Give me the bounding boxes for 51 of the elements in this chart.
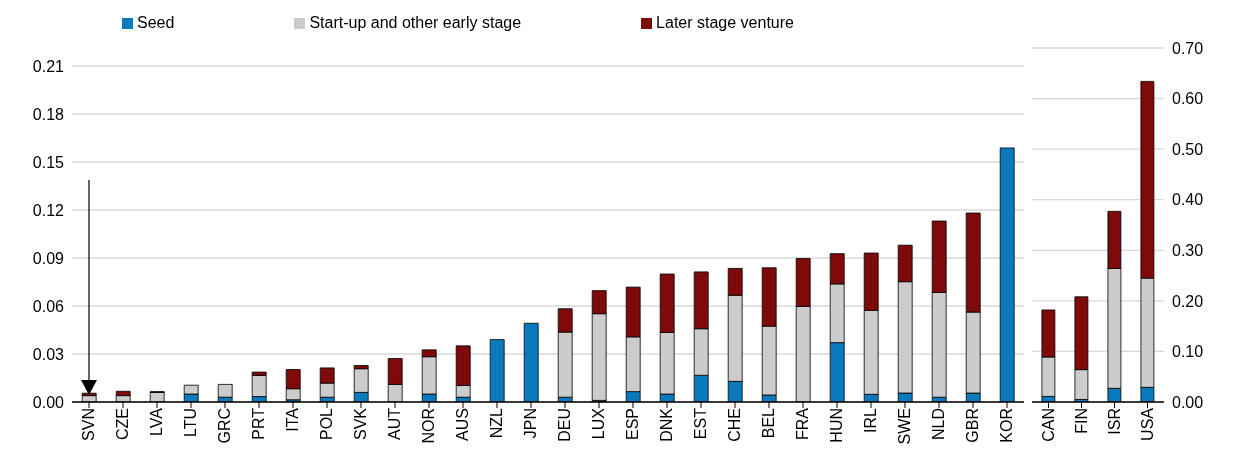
y-tick-label: 0.12	[32, 201, 65, 219]
y2-tick-label: 0.60	[1172, 90, 1204, 108]
y2-tick-label: 0.50	[1172, 140, 1204, 158]
x-tick-label: FRA	[794, 407, 812, 440]
y-tick-label: 0.18	[32, 105, 65, 123]
x-tick-label: ITA	[284, 407, 302, 432]
y-tick-label: 0.06	[32, 297, 65, 315]
legend-label: Seed	[137, 14, 175, 31]
x-tick-label: ESP	[624, 408, 642, 441]
x-tick-label: JPN	[522, 408, 540, 439]
x-tick-label: LVA	[148, 407, 166, 436]
x-tick-label: GRC	[216, 408, 234, 444]
x-tick-label: AUS	[454, 408, 472, 441]
x-tick-label: CZE	[114, 408, 132, 440]
y2-tick-label: 0.70	[1172, 39, 1204, 57]
x-tick-label: AUT	[386, 407, 404, 440]
x-tick-label: EST	[692, 407, 710, 440]
x-tick-label: BEL	[760, 407, 778, 439]
y2-tick-label: 0.00	[1172, 393, 1204, 411]
x-tick-label: KOR	[998, 408, 1016, 443]
x-tick-label: CAN	[1039, 408, 1057, 442]
x-tick-label: HUN	[828, 408, 846, 443]
y-tick-label: 0.21	[32, 57, 65, 75]
y-tick-label: 0.09	[32, 249, 65, 267]
x-tick-label: SWE	[896, 408, 914, 445]
x-tick-label: PRT	[250, 407, 268, 440]
x-tick-label: NOR	[420, 408, 438, 444]
x-tick-label: POL	[318, 407, 336, 441]
x-tick-label: DEU	[556, 408, 574, 442]
x-tick-label: NZL	[488, 407, 506, 439]
legend-label: Later stage venture	[656, 14, 794, 31]
y2-tick-label: 0.10	[1172, 343, 1204, 361]
x-tick-label: CHE	[726, 408, 744, 442]
y2-tick-label: 0.30	[1172, 241, 1204, 259]
x-tick-label: SVN	[80, 408, 98, 441]
y-tick-label: 0.00	[32, 393, 65, 411]
x-tick-label: USA	[1138, 407, 1156, 441]
x-tick-label: GBR	[964, 408, 982, 443]
x-tick-label: LTU	[182, 408, 200, 438]
x-tick-label: LUX	[590, 407, 608, 440]
x-tick-label: NLD	[930, 408, 948, 441]
x-tick-label: SVK	[352, 407, 370, 441]
legend-label: Start-up and other early stage	[309, 14, 522, 31]
y2-tick-label: 0.20	[1172, 292, 1204, 310]
y-tick-label: 0.15	[32, 153, 65, 171]
y2-tick-label: 0.40	[1172, 191, 1204, 209]
y-tick-label: 0.03	[32, 345, 65, 363]
x-tick-label: IRL	[862, 407, 880, 433]
x-tick-label: DNK	[658, 407, 676, 442]
x-tick-label: FIN	[1072, 408, 1090, 434]
x-tick-label: ISR	[1105, 408, 1123, 435]
